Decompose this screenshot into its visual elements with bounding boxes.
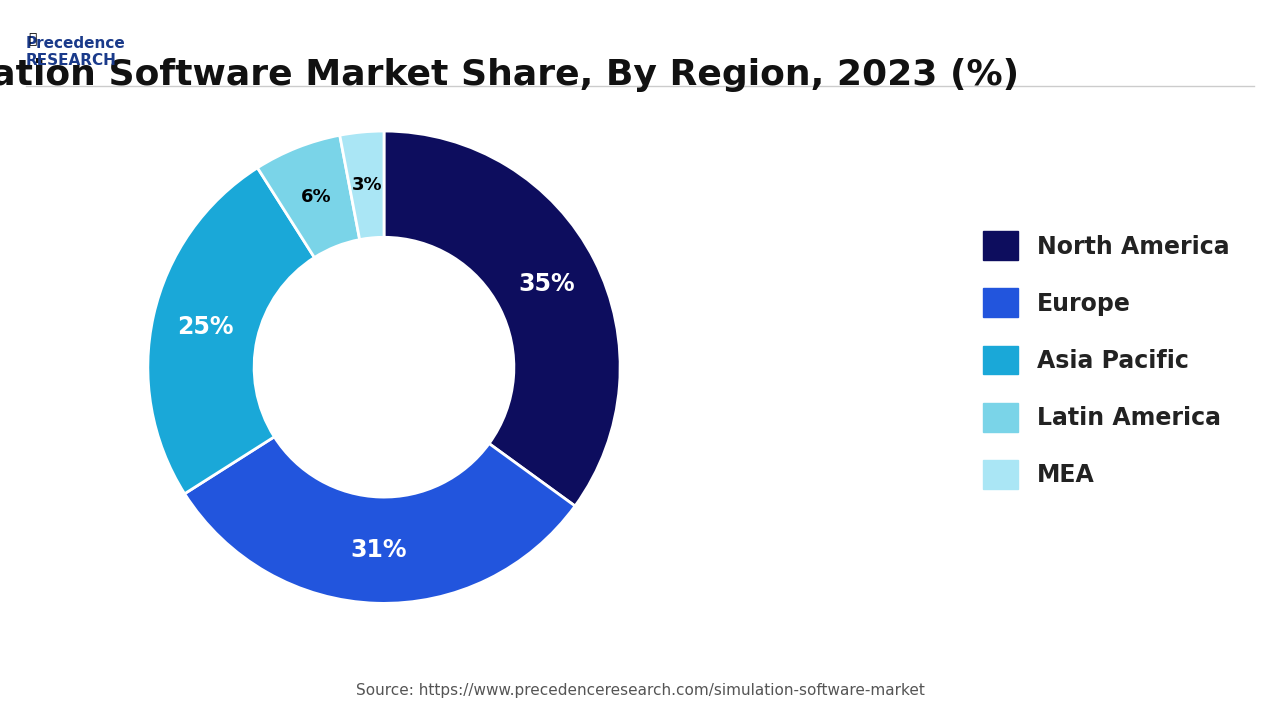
Text: Precedence
RESEARCH: Precedence RESEARCH [26,36,125,68]
Wedge shape [257,135,360,258]
Wedge shape [184,437,575,603]
Text: Simulation Software Market Share, By Region, 2023 (%): Simulation Software Market Share, By Reg… [0,58,1019,91]
Text: 35%: 35% [518,272,576,296]
Text: 3%: 3% [352,176,383,194]
Wedge shape [339,131,384,240]
Wedge shape [148,168,315,494]
Text: 🌿: 🌿 [28,32,37,46]
Legend: North America, Europe, Asia Pacific, Latin America, MEA: North America, Europe, Asia Pacific, Lat… [983,231,1230,489]
Text: 31%: 31% [349,538,407,562]
Wedge shape [384,131,620,506]
Text: Source: https://www.precedenceresearch.com/simulation-software-market: Source: https://www.precedenceresearch.c… [356,683,924,698]
Text: 25%: 25% [177,315,234,339]
Text: 6%: 6% [301,188,332,206]
